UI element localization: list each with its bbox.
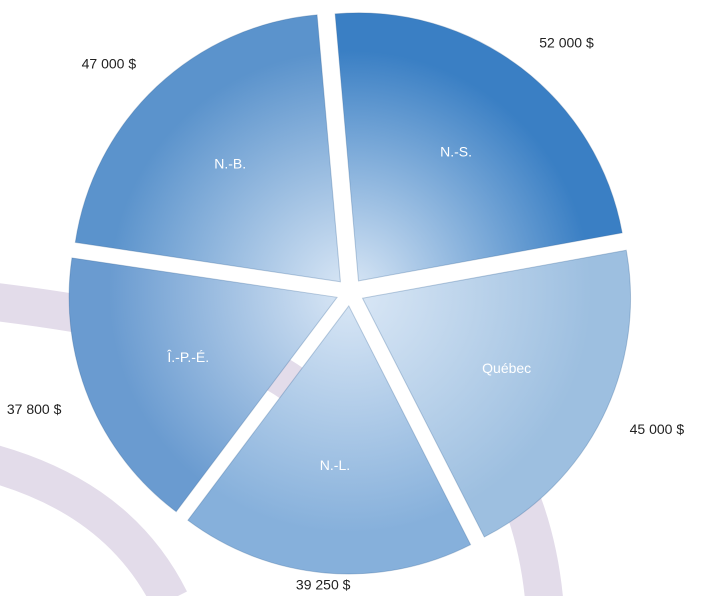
value-label: 45 000 $	[630, 421, 685, 437]
value-label: 47 000 $	[82, 56, 137, 72]
slice-label: N.-L.	[320, 457, 350, 473]
value-label: 37 800 $	[7, 401, 62, 417]
pie-slice	[74, 14, 341, 283]
pie-slice	[334, 12, 623, 282]
pie-slice	[68, 257, 338, 513]
value-label: 52 000 $	[539, 35, 594, 51]
slice-label: Î.-P.-É.	[166, 349, 209, 365]
slice-label: Québec	[482, 360, 531, 376]
slice-label: N.-S.	[440, 144, 472, 160]
value-label: 39 250 $	[296, 577, 351, 593]
pie-slice	[361, 249, 632, 538]
slice-label: N.-B.	[214, 155, 246, 171]
pie-slice	[187, 305, 472, 575]
